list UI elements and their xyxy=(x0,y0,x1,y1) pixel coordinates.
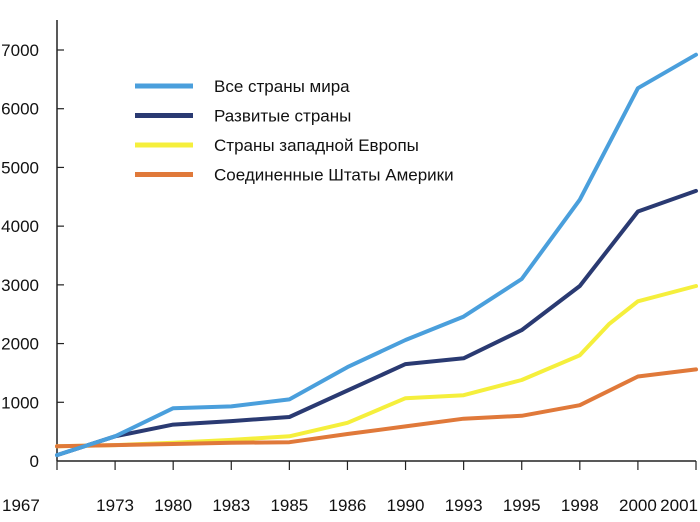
y-tick-label: 3000 xyxy=(1,276,39,295)
axes: 0 1000 2000 3000 4000 5000 6000 7000 1967 1973 198… xyxy=(1,20,698,515)
x-tick-label: 1998 xyxy=(561,496,599,515)
y-tick-label: 5000 xyxy=(1,158,39,177)
legend-label-4: Соединенные Штаты Америки xyxy=(214,166,454,185)
x-tick-label: 1983 xyxy=(212,496,250,515)
legend: Все страны мира Развитые страны Страны зап… xyxy=(135,77,454,185)
x-tick-label: 1985 xyxy=(270,496,308,515)
x-tick-label: 1986 xyxy=(329,496,367,515)
series-lines xyxy=(55,52,698,458)
x-tick-label: 1967 xyxy=(2,496,40,515)
x-tick-label: 1980 xyxy=(154,496,192,515)
series-line-2 xyxy=(55,188,698,458)
series-line-3 xyxy=(55,284,698,449)
y-tick-label: 0 xyxy=(30,452,39,471)
series-line-1 xyxy=(55,52,698,458)
y-tick-label: 2000 xyxy=(1,335,39,354)
x-tick-label: 2000 xyxy=(619,496,657,515)
y-tick-label: 7000 xyxy=(1,41,39,60)
y-tick-label: 4000 xyxy=(1,217,39,236)
x-tick-label: 1995 xyxy=(503,496,541,515)
legend-label-1: Все страны мира xyxy=(214,77,350,96)
legend-label-2: Развитые страны xyxy=(214,107,351,126)
x-tick-label: 1990 xyxy=(387,496,425,515)
x-tick-label: 1973 xyxy=(96,496,134,515)
y-tick-label: 6000 xyxy=(1,100,39,119)
x-tick-label: 1993 xyxy=(445,496,483,515)
series-line-4 xyxy=(55,367,698,449)
legend-label-3: Страны западной Европы xyxy=(214,136,419,155)
y-tick-label: 1000 xyxy=(1,393,39,412)
x-tick-label: 2001 xyxy=(660,496,698,515)
